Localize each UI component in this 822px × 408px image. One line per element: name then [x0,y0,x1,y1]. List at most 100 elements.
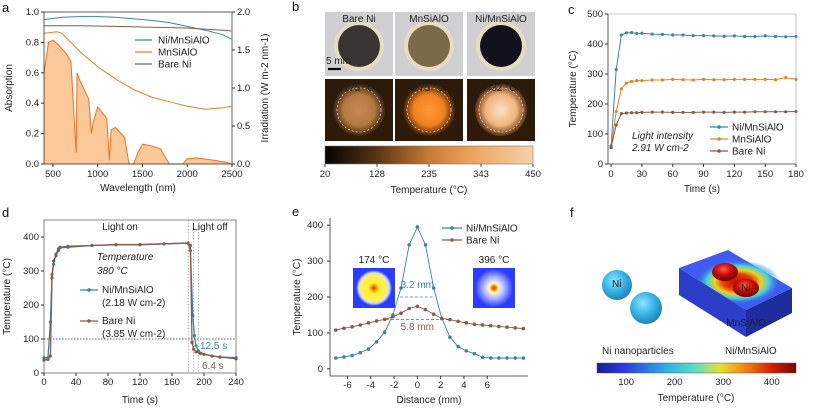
data-point [114,242,118,247]
data-point [614,109,618,114]
x-tick-label: -2 [390,380,398,391]
y-tick-label: 400 [23,232,39,243]
data-point [334,328,338,332]
y-tick-label: 0 [598,159,603,170]
data-point [423,307,428,312]
legend-marker [717,149,721,153]
width-label-bare: 5.8 mm [401,322,434,333]
panel-e: e 174 °C 396 °C 3.2 mm 5.8 mm -6 -4 -2 0 2 4 6 0 100… [292,204,528,406]
data-point [681,110,685,114]
annotation-line-1: Temperature [97,252,154,263]
legend-marker [87,319,91,323]
ni-sphere [630,292,662,324]
data-point [56,249,61,253]
sample-label: Ni/MnSiAlO [475,14,527,25]
y-tick-label: 500 [587,9,603,20]
data-point [472,351,477,356]
data-point [464,321,469,325]
ni-sphere [602,270,632,300]
data-point [440,316,444,321]
legend-label: Bare Ni [158,60,191,71]
data-point [358,323,363,327]
colorbar-tick-label: 235 [421,169,437,180]
data-point [732,77,736,81]
data-point [635,79,639,83]
annotation-line-1: Light intensity [632,131,694,142]
data-point [497,324,501,329]
y-tick-label: 300 [587,69,603,80]
series-line [610,32,797,147]
y-tick-label: 0.4 [26,98,39,109]
panel-label-c: c [568,2,575,17]
y2-tick-label: 1.0 [237,83,250,94]
data-point [366,347,371,351]
inset-label: 174 °C [359,255,390,266]
y-tick-label: 100 [23,334,39,345]
data-point [358,350,363,355]
data-point [784,35,788,39]
data-point [513,356,517,360]
x-tick-label: 0 [41,377,46,388]
x-tick-label: -6 [343,380,351,391]
data-point [773,34,778,39]
data-point [415,304,420,309]
data-point [192,334,196,338]
x-tick-label: 120 [132,377,148,388]
y-axis-label: Temperature (°C) [292,259,303,336]
substrate-label: MnSiAlO [726,318,766,329]
x-tick-label: 4 [461,380,466,391]
data-point [505,356,509,360]
data-point [712,110,716,114]
data-point [513,326,517,330]
x-tick-label: 60 [667,169,678,180]
y-tick-label: 0 [34,368,39,379]
colorbar-label: Temperature (°C) [391,185,468,196]
sample-disc [480,25,522,67]
data-point [399,311,403,315]
data-point [488,356,493,360]
data-point [640,79,644,83]
x-tick-label: 2500 [221,169,242,180]
data-point [624,81,629,85]
data-point [505,325,509,329]
data-point [407,306,411,311]
colorbar-tick-label: 400 [764,377,780,388]
data-point [773,78,778,82]
series-line-bare-ni [44,25,233,32]
x-tick-label: 150 [757,169,773,180]
y-tick-label: 1.0 [26,7,39,18]
y-tick-label: 400 [587,39,603,50]
colorbar-tick-label: 128 [369,169,385,180]
data-point [196,349,200,353]
y2-tick-label: 2.0 [237,7,250,18]
legend-label: Ni/MnSiAlO [732,123,784,134]
legend-label: Bare Ni [466,236,499,247]
y-tick-label: 200 [307,292,323,303]
panel-label-f: f [570,205,574,220]
x-tick-label: 0 [608,169,613,180]
data-point [691,110,695,114]
x-tick-label: 1000 [87,169,108,180]
data-point [521,326,526,331]
legend-marker [450,226,454,230]
data-point [218,355,222,359]
legend-label: Ni/MnSiAlO [466,224,518,235]
legend-sublabel: (3.85 W cm-2) [102,329,165,340]
data-point [763,110,767,114]
data-point [342,355,346,359]
x-tick-label: -4 [367,380,375,391]
thermal-glow [475,84,527,136]
data-point [431,312,436,317]
panel-label-e: e [292,204,299,219]
annotation-line-2: 2.91 W cm-2 [631,143,689,154]
data-point [488,323,493,328]
colorbar-tick-label: 200 [667,377,683,388]
data-point [334,356,338,360]
y2-tick-label: 0.5 [237,121,250,132]
data-point [691,34,695,38]
data-point [472,322,477,327]
data-point [722,110,726,114]
data-point [448,317,452,322]
data-point [743,34,747,39]
x-tick-label: 30 [637,169,648,180]
